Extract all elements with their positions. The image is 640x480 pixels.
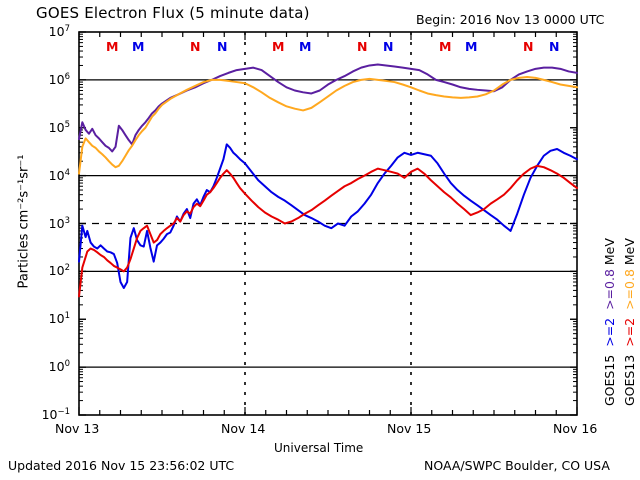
event-marker-m: M	[272, 39, 285, 54]
x-tick-label: Nov 15	[387, 421, 432, 436]
y-tick-label: 100	[48, 359, 70, 375]
series-line-3	[78, 75, 578, 175]
y-tick-label: 104	[48, 167, 70, 183]
chart-title: GOES Electron Flux (5 minute data)	[36, 4, 310, 22]
event-marker-n: N	[217, 39, 228, 54]
series-line-1	[78, 63, 578, 153]
event-marker-n: N	[190, 39, 201, 54]
x-axis-label: Universal Time	[274, 441, 364, 455]
event-marker-m: M	[439, 39, 452, 54]
y-tick-label: 10−1	[41, 407, 70, 423]
series-line-2	[78, 164, 578, 298]
legend-text: >=2	[622, 317, 637, 347]
event-marker-m: M	[132, 39, 145, 54]
legend-text	[602, 265, 617, 269]
event-marker-n: N	[549, 39, 560, 54]
legend-text	[622, 347, 637, 355]
legend-text	[622, 310, 637, 318]
legend-column-goes15: GOES15 >=2 >=0.8 MeV	[602, 238, 617, 406]
legend-text: >=2	[602, 317, 617, 347]
event-marker-m: M	[299, 39, 312, 54]
legend-text: GOES13	[622, 354, 637, 406]
event-marker-m: M	[106, 39, 119, 54]
series-line-0	[78, 143, 578, 289]
y-tick-label: 101	[48, 311, 70, 327]
legend-text: MeV	[602, 238, 617, 266]
legend-text: >=0.8	[602, 269, 617, 310]
legend-text	[602, 310, 617, 318]
credit-label: NOAA/SWPC Boulder, CO USA	[424, 458, 610, 473]
y-tick-label: 107	[48, 24, 70, 40]
y-tick-label: 106	[48, 71, 70, 88]
y-tick-label: 103	[48, 215, 70, 231]
legend-column-goes13: GOES13 >=2 >=0.8 MeV	[622, 238, 637, 406]
y-tick-label: 102	[48, 263, 70, 279]
x-tick-label: Nov 13	[55, 421, 100, 436]
legend-text: >=0.8	[622, 269, 637, 310]
x-tick-label: Nov 16	[553, 421, 598, 436]
legend-text: MeV	[622, 238, 637, 266]
legend-text	[602, 347, 617, 355]
y-tick-label: 105	[48, 119, 70, 135]
event-marker-m: M	[465, 39, 478, 54]
legend-text	[622, 265, 637, 269]
event-marker-n: N	[383, 39, 394, 54]
event-marker-n: N	[523, 39, 534, 54]
legend-text: GOES15	[602, 354, 617, 406]
updated-timestamp: Updated 2016 Nov 15 23:56:02 UTC	[8, 458, 235, 473]
begin-time-label: Begin: 2016 Nov 13 0000 UTC	[416, 12, 605, 27]
x-tick-label: Nov 14	[221, 421, 266, 436]
event-marker-n: N	[357, 39, 368, 54]
